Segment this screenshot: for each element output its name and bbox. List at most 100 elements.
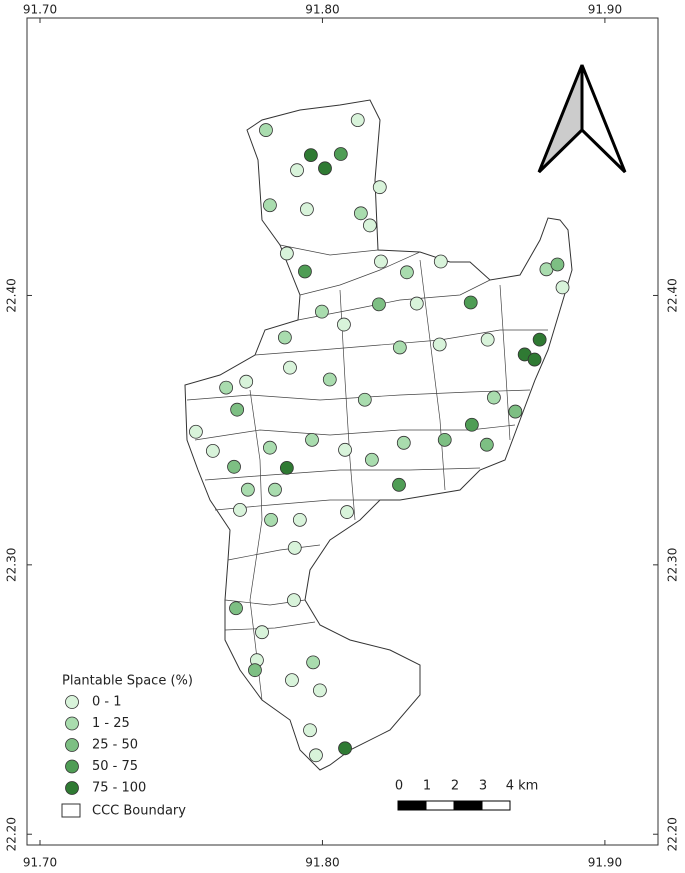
sample-point — [240, 482, 255, 497]
sample-point — [550, 257, 565, 272]
legend-swatch — [65, 759, 79, 774]
sample-point — [303, 723, 317, 738]
sample-point — [298, 264, 312, 279]
sample-point — [409, 296, 424, 311]
y-tick-label: 22.20 — [666, 817, 680, 851]
sample-point — [508, 404, 523, 419]
sample-point — [437, 432, 452, 447]
sample-point — [392, 340, 407, 355]
north-arrow — [537, 64, 627, 174]
y-tick-label: 22.40 — [5, 278, 19, 312]
sample-point — [290, 163, 304, 178]
legend-boundary-swatch — [61, 803, 81, 818]
sample-point — [285, 673, 299, 688]
sample-point — [340, 505, 354, 519]
sample-point — [239, 374, 254, 389]
legend-swatch — [65, 781, 79, 795]
sample-point — [314, 304, 329, 319]
sample-point — [555, 280, 570, 295]
sample-point — [279, 460, 294, 475]
map-layer — [189, 113, 570, 763]
x-tick-label: 91.70 — [23, 3, 57, 17]
sample-point — [277, 330, 292, 345]
legend: Plantable Space (%) CCC Boundary 0 - 1 1 … — [61, 674, 193, 819]
sample-point — [350, 113, 365, 127]
y-tick-label: 22.30 — [5, 548, 19, 582]
sample-point — [392, 477, 406, 492]
scale-bar — [397, 800, 511, 811]
sample-point — [189, 424, 203, 439]
sample-point — [318, 161, 332, 176]
sample-point — [309, 748, 323, 763]
sample-point — [364, 452, 379, 467]
sample-point — [219, 380, 234, 395]
sample-point — [527, 352, 542, 367]
scale-label: 3 — [479, 779, 487, 794]
sample-point — [264, 512, 278, 527]
sample-point — [396, 435, 411, 450]
sample-point — [287, 593, 301, 608]
legend-title: Plantable Space (%) — [62, 674, 193, 689]
sample-point — [229, 601, 243, 616]
sample-point — [287, 540, 302, 555]
sample-point — [357, 392, 372, 407]
sample-point — [464, 417, 479, 432]
y-tick-label: 22.30 — [666, 548, 680, 582]
sample-point — [279, 246, 294, 261]
x-tick-label: 91.70 — [23, 856, 57, 870]
sample-point — [248, 663, 262, 678]
x-tick-label: 91.80 — [305, 856, 339, 870]
scale-label: 0 — [395, 779, 403, 794]
legend-swatch — [65, 695, 79, 709]
sample-point — [374, 254, 388, 269]
sample-point — [303, 148, 318, 163]
sample-point — [322, 372, 337, 387]
sample-point — [259, 123, 273, 137]
sample-point — [283, 360, 297, 375]
sample-point — [338, 442, 352, 457]
sample-point — [333, 147, 348, 161]
sample-point — [362, 218, 377, 233]
sample-point — [463, 295, 478, 310]
y-tick-label: 22.20 — [5, 817, 19, 851]
sample-point — [205, 443, 220, 458]
legend-label: 0 - 1 — [92, 695, 122, 710]
sample-point — [479, 437, 494, 452]
legend-swatch — [65, 716, 79, 731]
sample-point — [263, 440, 277, 455]
sample-point — [305, 432, 319, 447]
legend-swatch — [65, 738, 79, 752]
sample-point — [433, 254, 448, 269]
sample-point — [337, 317, 351, 332]
legend-label: 1 - 25 — [92, 716, 130, 731]
sample-point — [353, 206, 368, 221]
sample-point — [263, 198, 277, 213]
sample-point — [372, 297, 386, 312]
sample-point — [313, 683, 327, 698]
legend-label: 50 - 75 — [92, 759, 138, 774]
scale-label: 1 — [423, 779, 431, 794]
sample-point — [486, 390, 501, 405]
sample-point — [306, 655, 321, 670]
sample-point — [300, 202, 314, 217]
sample-point — [227, 459, 241, 474]
sample-point — [292, 512, 307, 527]
x-tick-label: 91.90 — [588, 3, 622, 17]
legend-label: 25 - 50 — [92, 738, 138, 753]
sample-point — [268, 482, 282, 497]
sample-point — [230, 402, 245, 417]
sample-point — [372, 180, 387, 195]
legend-label: CCC Boundary — [92, 804, 186, 819]
sample-point — [532, 332, 547, 347]
y-tick-label: 22.40 — [666, 278, 680, 312]
x-tick-label: 91.80 — [305, 3, 339, 17]
sample-point — [432, 337, 447, 352]
sample-point — [399, 265, 414, 280]
x-tick-label: 91.90 — [588, 856, 622, 870]
scale-label: 2 — [451, 779, 459, 794]
legend-label: 75 - 100 — [92, 781, 146, 796]
sample-point — [480, 332, 495, 347]
sample-point — [233, 502, 247, 517]
sample-point — [338, 741, 352, 756]
